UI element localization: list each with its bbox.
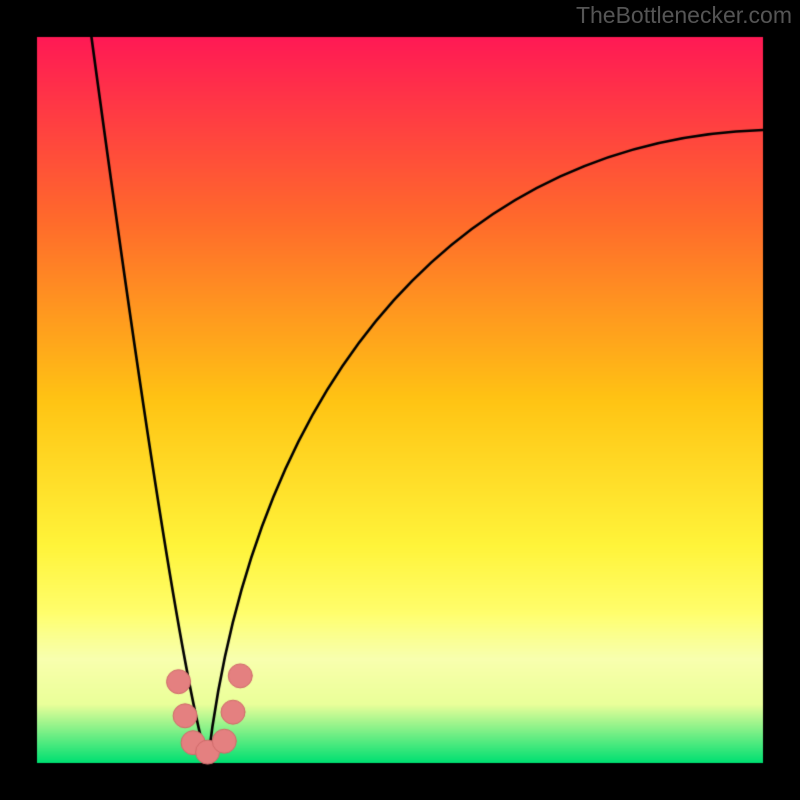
chart-stage: TheBottlenecker.com xyxy=(0,0,800,800)
chart-canvas xyxy=(0,0,800,800)
